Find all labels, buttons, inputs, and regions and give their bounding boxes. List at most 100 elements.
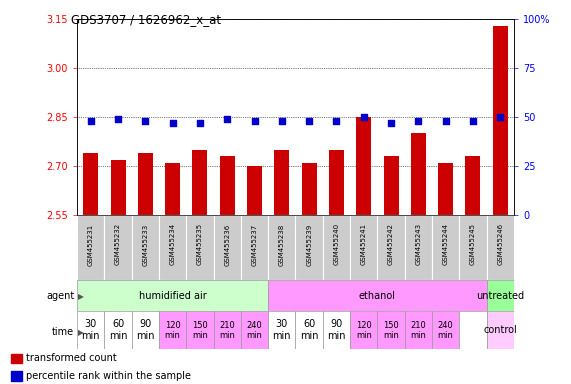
Text: 150
min: 150 min — [383, 321, 399, 340]
Text: GSM455233: GSM455233 — [142, 223, 148, 266]
Bar — [186, 311, 214, 349]
Point — [278, 118, 287, 124]
Text: 60
min: 60 min — [300, 319, 319, 341]
Bar — [159, 215, 186, 280]
Point — [496, 114, 505, 120]
Point — [86, 118, 95, 124]
Text: GSM455243: GSM455243 — [415, 223, 421, 265]
Bar — [77, 215, 104, 280]
Point — [114, 116, 123, 122]
Point — [250, 118, 259, 124]
Bar — [11, 354, 22, 363]
Bar — [432, 311, 459, 349]
Bar — [241, 311, 268, 349]
Point — [195, 120, 204, 126]
Bar — [132, 311, 159, 349]
Bar — [11, 371, 22, 381]
Text: percentile rank within the sample: percentile rank within the sample — [26, 371, 191, 381]
Point — [387, 120, 396, 126]
Text: GSM455242: GSM455242 — [388, 223, 394, 265]
Bar — [132, 215, 159, 280]
Text: GSM455231: GSM455231 — [88, 223, 94, 266]
Bar — [438, 163, 453, 215]
Bar — [493, 26, 508, 215]
Bar — [350, 215, 377, 280]
Bar — [241, 215, 268, 280]
Bar — [459, 311, 486, 349]
Text: GSM455232: GSM455232 — [115, 223, 121, 265]
Text: GSM455237: GSM455237 — [252, 223, 258, 266]
Text: 60
min: 60 min — [109, 319, 127, 341]
Bar — [296, 311, 323, 349]
Text: GSM455239: GSM455239 — [306, 223, 312, 266]
Bar — [104, 311, 132, 349]
Text: 90
min: 90 min — [136, 319, 155, 341]
Text: time: time — [52, 327, 74, 337]
Bar — [356, 117, 371, 215]
Bar — [296, 215, 323, 280]
Bar — [274, 150, 289, 215]
Bar — [323, 215, 350, 280]
Bar — [301, 163, 317, 215]
Point — [359, 114, 368, 120]
Text: GSM455236: GSM455236 — [224, 223, 230, 266]
Text: GDS3707 / 1626962_x_at: GDS3707 / 1626962_x_at — [71, 13, 222, 26]
Bar — [323, 311, 350, 349]
Bar — [329, 150, 344, 215]
Bar — [486, 311, 514, 349]
Bar — [83, 153, 98, 215]
Bar — [111, 159, 126, 215]
Text: 210
min: 210 min — [219, 321, 235, 340]
Bar — [77, 311, 104, 349]
Bar — [220, 156, 235, 215]
Text: agent: agent — [46, 291, 74, 301]
Text: ▶: ▶ — [78, 292, 84, 301]
Text: 150
min: 150 min — [192, 321, 208, 340]
Point — [304, 118, 313, 124]
Bar — [405, 311, 432, 349]
Text: humidified air: humidified air — [139, 291, 207, 301]
Bar — [486, 280, 514, 311]
Bar — [104, 215, 132, 280]
Text: GSM455235: GSM455235 — [197, 223, 203, 265]
Bar — [159, 311, 186, 349]
Bar — [186, 215, 214, 280]
Bar — [268, 280, 486, 311]
Text: 30
min: 30 min — [82, 319, 100, 341]
Bar — [192, 150, 207, 215]
Point — [223, 116, 232, 122]
Text: GSM455240: GSM455240 — [333, 223, 339, 265]
Bar — [214, 311, 241, 349]
Bar — [268, 215, 296, 280]
Bar — [214, 215, 241, 280]
Point — [332, 118, 341, 124]
Text: ethanol: ethanol — [359, 291, 396, 301]
Text: 90
min: 90 min — [327, 319, 345, 341]
Text: GSM455241: GSM455241 — [361, 223, 367, 265]
Bar — [165, 163, 180, 215]
Text: control: control — [484, 325, 517, 335]
Bar — [432, 215, 459, 280]
Text: untreated: untreated — [476, 291, 524, 301]
Point — [141, 118, 150, 124]
Text: transformed count: transformed count — [26, 353, 117, 363]
Bar — [377, 311, 405, 349]
Text: GSM455238: GSM455238 — [279, 223, 285, 266]
Bar — [77, 280, 268, 311]
Text: ▶: ▶ — [78, 328, 84, 337]
Bar — [465, 156, 480, 215]
Text: 120
min: 120 min — [356, 321, 372, 340]
Text: 210
min: 210 min — [411, 321, 427, 340]
Bar — [138, 153, 153, 215]
Bar — [247, 166, 262, 215]
Bar — [486, 215, 514, 280]
Text: 120
min: 120 min — [164, 321, 180, 340]
Bar — [384, 156, 399, 215]
Bar — [350, 311, 377, 349]
Bar — [268, 311, 296, 349]
Point — [441, 118, 450, 124]
Text: 240
min: 240 min — [247, 321, 263, 340]
Text: GSM455245: GSM455245 — [470, 223, 476, 265]
Text: 240
min: 240 min — [438, 321, 453, 340]
Text: GSM455234: GSM455234 — [170, 223, 176, 265]
